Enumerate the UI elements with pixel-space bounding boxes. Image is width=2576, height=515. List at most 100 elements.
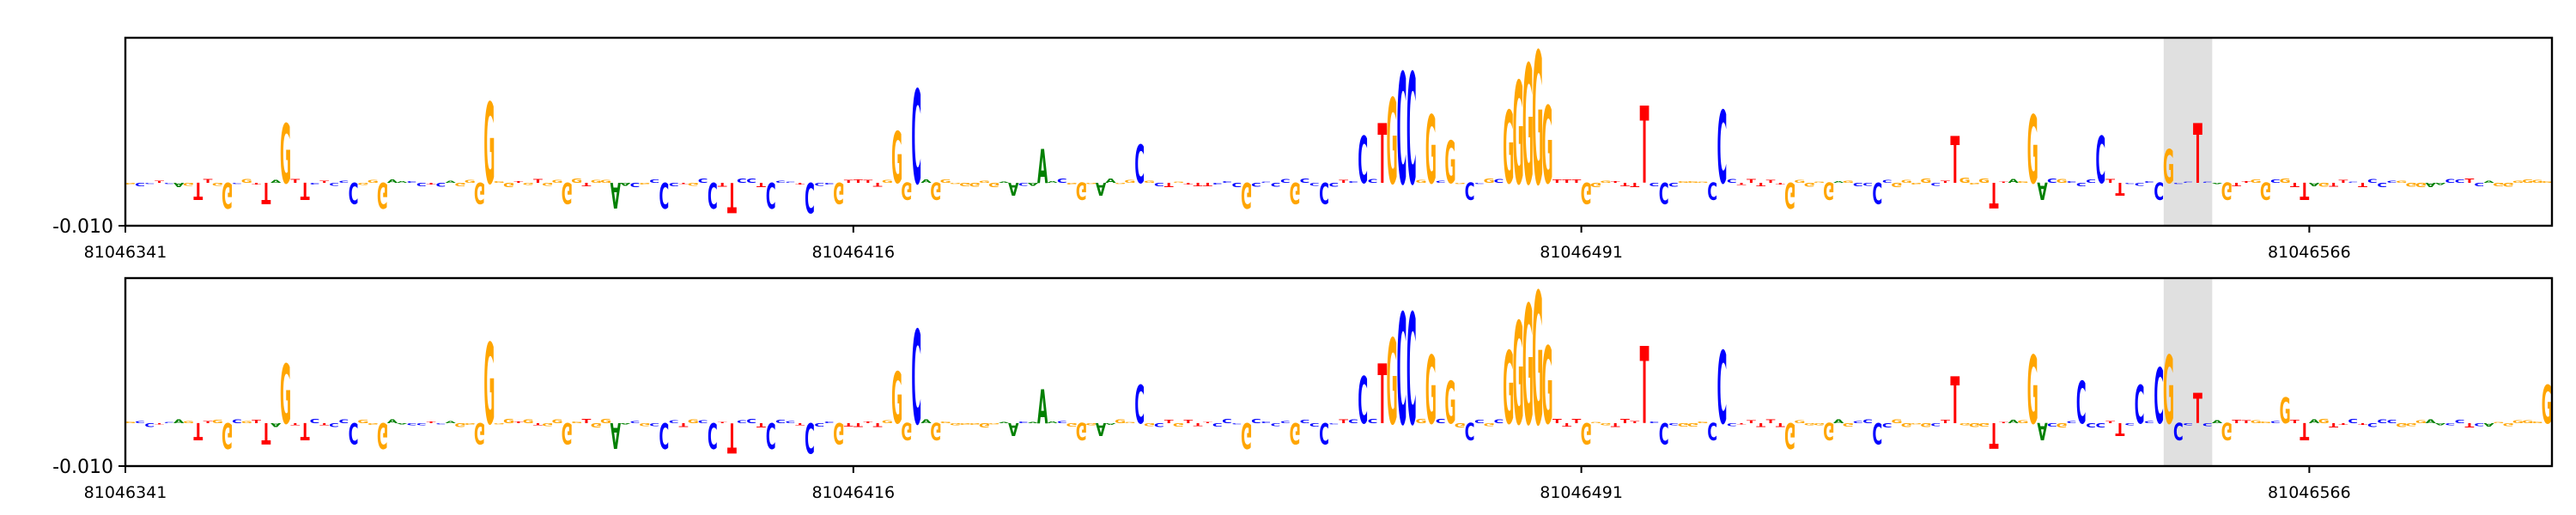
logo-letter-T: T: [290, 422, 300, 426]
logo-letter-G: G: [1124, 179, 1135, 184]
logo-letter-G: G: [1687, 180, 1698, 183]
logo-letter-C: C: [1707, 417, 1717, 445]
logo-letter-C: C: [1882, 179, 1893, 184]
logo-letter-T: T: [1950, 364, 1959, 439]
logo-letter-C: C: [338, 180, 349, 184]
logo-letter-G: G: [1901, 422, 1912, 428]
logo-letter-C: C: [1319, 175, 1329, 209]
logo-letter-T: T: [756, 422, 767, 429]
logo-letter-C: C: [144, 422, 155, 428]
logo-letter-T: T: [2358, 423, 2367, 426]
logo-letter-C: C: [805, 413, 815, 460]
logo-letter-T: T: [252, 420, 261, 425]
logo-letter-C: C: [1309, 422, 1320, 427]
logo-letter-T: T: [204, 179, 214, 185]
logo-letter-C: C: [1397, 282, 1407, 459]
logo-letter-G: G: [1124, 422, 1135, 424]
logo-letter-C: C: [2202, 182, 2213, 184]
logo-letter-T: T: [1572, 418, 1583, 425]
logo-letter-T: T: [1630, 182, 1640, 189]
logo-letter-T: T: [2241, 181, 2251, 184]
logo-letter-T: T: [2232, 182, 2241, 187]
logo-letter-T: T: [2193, 386, 2202, 433]
y-tick-label: -0.010: [52, 216, 113, 238]
logo-letter-T: T: [1999, 181, 2008, 184]
logo-letter-G: G: [930, 417, 941, 445]
logo-letter-C: C: [338, 419, 349, 425]
logo-letter-C: C: [2367, 179, 2378, 185]
logo-letter-C: C: [1309, 182, 1320, 186]
logo-letter-G: G: [1522, 271, 1534, 463]
logo-letter-C: C: [2144, 421, 2154, 424]
logo-letter-G: G: [1532, 16, 1543, 227]
logo-letter-C: C: [1154, 182, 1164, 187]
logo-letter-C: C: [1348, 180, 1358, 184]
logo-letter-G: G: [125, 421, 136, 424]
logo-letter-C: C: [649, 422, 659, 427]
logo-letter-C: C: [824, 421, 835, 424]
logo-letter-A: A: [1833, 419, 1844, 425]
logo-letter-G: G: [2396, 180, 2407, 185]
logo-letter-T: T: [193, 417, 203, 445]
logo-letter-A: A: [611, 415, 621, 455]
logo-letter-T: T: [1630, 421, 1639, 424]
logo-letter-G: G: [474, 175, 485, 209]
logo-letter-G: G: [377, 174, 388, 215]
logo-letter-C: C: [669, 420, 679, 425]
logo-letter-G: G: [2406, 182, 2417, 188]
logo-letter-G: G: [1843, 180, 1854, 184]
logo-letter-G: G: [2017, 181, 2028, 184]
logo-letter-G: G: [2522, 179, 2533, 184]
logo-letter-G: G: [1115, 183, 1126, 185]
plot-frame: [124, 276, 2554, 468]
logo-letter-A: A: [270, 179, 281, 184]
logo-letter-G: G: [1687, 422, 1698, 427]
logo-letter-G: G: [483, 320, 495, 451]
logo-letter-C: C: [1649, 182, 1660, 188]
logo-letter-T: T: [1640, 326, 1649, 449]
logo-letter-G: G: [600, 179, 611, 184]
logo-letter-G: G: [2542, 374, 2553, 437]
logo-letter-A: A: [1096, 419, 1107, 439]
logo-letter-G: G: [1600, 180, 1611, 184]
logo-letter-G: G: [1455, 183, 1466, 185]
logo-letter-G: G: [2163, 338, 2174, 446]
logo-letter-G: G: [591, 421, 602, 429]
logo-letter-C: C: [1436, 180, 1446, 184]
logo-letter-A: A: [2483, 422, 2494, 427]
logo-letter-A: A: [2008, 178, 2019, 184]
logo-letter-G: G: [1290, 415, 1301, 450]
logo-letter-G: G: [125, 182, 136, 185]
logo-letter-G: G: [1522, 31, 1534, 222]
logo-letter-T: T: [863, 179, 872, 184]
logo-letter-G: G: [1115, 418, 1126, 424]
logo-letter-A: A: [387, 419, 398, 425]
logo-letter-C: C: [2135, 374, 2145, 437]
logo-letter-C: C: [1368, 178, 1378, 184]
logo-letter-G: G: [979, 180, 990, 184]
logo-letter-G: G: [1843, 422, 1854, 427]
x-tick-label: 81046341: [84, 243, 167, 262]
logo-letter-G: G: [1085, 183, 1097, 185]
logo-letter-G: G: [523, 419, 534, 425]
logo-letter-G: G: [474, 415, 485, 450]
logo-letter-T: T: [1183, 183, 1193, 185]
logo-letter-G: G: [1513, 54, 1524, 217]
logo-letter-T: T: [679, 183, 689, 185]
logo-letter-G: G: [1532, 257, 1543, 467]
highlight-region: [2163, 278, 2213, 466]
logo-letter-T: T: [427, 183, 436, 185]
logo-letter-G: G: [1969, 422, 1980, 428]
logo-letter-T: T: [1203, 182, 1213, 188]
logo-letter-C: C: [1436, 418, 1446, 425]
logo-letter-T: T: [2290, 182, 2300, 189]
logo-letter-G: G: [979, 422, 990, 429]
logo-letter-C: C: [911, 305, 921, 454]
logo-letter-G: G: [1804, 422, 1815, 426]
logo-letter-T: T: [2193, 107, 2202, 203]
logo-letter-T: T: [2232, 420, 2241, 425]
logo-letter-C: C: [659, 174, 670, 215]
logo-letter-T: T: [718, 182, 728, 188]
logo-letter-T: T: [1552, 179, 1563, 185]
